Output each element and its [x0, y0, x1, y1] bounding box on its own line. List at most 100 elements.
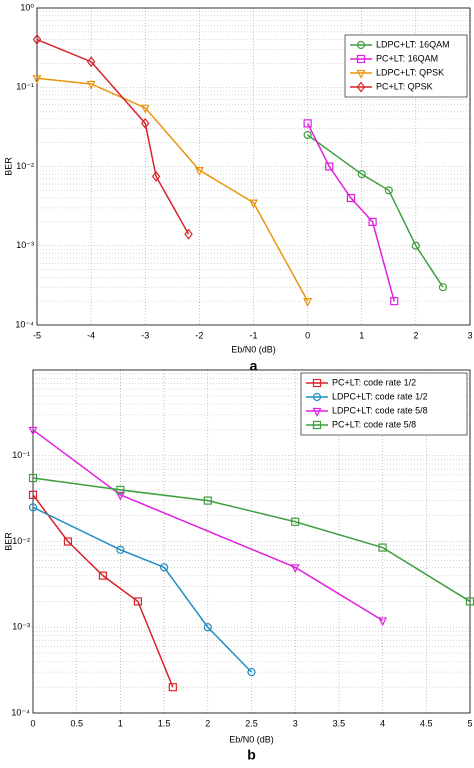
x-tick-label: 1.5 [158, 718, 171, 728]
marker [357, 170, 366, 179]
x-tick-label: -4 [87, 330, 95, 340]
marker [63, 537, 73, 546]
legend-label: LDPC+LT: 16QAM [376, 39, 450, 49]
legend-label: PC+LT: code rate 5/8 [332, 419, 416, 429]
x-tick-label: 0 [30, 718, 35, 728]
x-tick-label: 2 [413, 330, 418, 340]
marker [115, 491, 125, 501]
y-tick-label: 10⁻⁴ [11, 707, 30, 717]
marker [32, 34, 42, 46]
marker [140, 117, 150, 129]
marker [140, 104, 150, 114]
y-tick-label: 10⁻⁴ [15, 319, 34, 329]
y-tick-label: 10⁻² [12, 536, 30, 546]
y-tick-label: 10⁻³ [16, 240, 34, 250]
marker [356, 54, 366, 64]
marker [32, 75, 42, 85]
series-line [32, 506, 253, 673]
marker [28, 473, 38, 483]
series-line [307, 134, 444, 288]
marker [194, 167, 204, 176]
marker [247, 667, 256, 677]
marker [303, 130, 312, 140]
series-line [306, 123, 395, 302]
plot-frame [36, 7, 471, 326]
marker [411, 241, 420, 250]
marker [86, 56, 96, 68]
x-tick-label: 0.5 [70, 718, 83, 728]
marker [312, 407, 322, 417]
marker [312, 420, 322, 430]
marker [160, 563, 169, 572]
marker [312, 392, 322, 402]
marker [28, 503, 38, 512]
marker [28, 490, 38, 499]
marker [390, 297, 399, 306]
marker [116, 485, 125, 494]
x-tick-label: -2 [195, 330, 203, 340]
marker [151, 170, 161, 182]
marker [312, 378, 322, 388]
marker [290, 564, 300, 574]
series-line [36, 38, 190, 235]
y-axis-label: BER [3, 157, 13, 176]
marker [356, 81, 366, 93]
marker [384, 186, 393, 195]
x-tick-label: 4.5 [420, 718, 433, 728]
marker [168, 683, 177, 692]
marker [98, 571, 108, 580]
marker [438, 283, 448, 292]
marker [303, 298, 313, 307]
x-tick-label: 2 [205, 718, 210, 728]
caption: a [250, 358, 258, 374]
legend-label: PC+LT: QPSK [376, 81, 433, 91]
x-tick-label: -3 [141, 330, 149, 340]
marker [28, 426, 38, 436]
y-axis-label: BER [3, 532, 13, 551]
x-tick-label: 3 [467, 330, 472, 340]
legend-label: PC+LT: code rate 1/2 [332, 377, 416, 387]
x-tick-label: 5 [467, 718, 472, 728]
plot-frame [32, 369, 471, 714]
x-tick-label: -5 [33, 330, 41, 340]
caption: b [247, 747, 256, 763]
marker [291, 517, 300, 526]
legend-label: LDPC+LT: QPSK [376, 67, 444, 77]
marker [184, 228, 193, 240]
x-tick-label: 3 [293, 718, 298, 728]
marker [368, 217, 377, 226]
marker [86, 80, 96, 90]
series-line [32, 429, 383, 622]
legend-box [300, 372, 468, 436]
x-tick-label: 2.5 [245, 718, 258, 728]
x-tick-label: 0 [305, 330, 310, 340]
marker [133, 597, 142, 606]
x-axis-label: Eb/N0 (dB) [229, 734, 274, 744]
marker [356, 40, 366, 50]
series-line [32, 477, 471, 603]
y-tick-label: 10⁻¹ [12, 450, 30, 460]
y-tick-label: 10⁰ [20, 2, 34, 12]
x-tick-label: 3.5 [333, 718, 346, 728]
legend-label: LDPC+LT: code rate 1/2 [332, 391, 428, 401]
y-tick-label: 10⁻² [16, 161, 34, 171]
x-tick-label: 1 [359, 330, 364, 340]
series-line [36, 77, 309, 302]
marker [356, 69, 366, 79]
series-line [32, 494, 174, 688]
marker [249, 199, 258, 209]
marker [203, 496, 212, 505]
marker [203, 623, 212, 632]
y-tick-label: 10⁻¹ [16, 82, 34, 92]
legend-label: LDPC+LT: code rate 5/8 [332, 405, 428, 415]
marker [325, 162, 334, 171]
marker [378, 543, 387, 552]
y-tick-label: 10⁻³ [12, 622, 30, 632]
marker [346, 193, 356, 203]
marker [116, 545, 125, 554]
legend-label: PC+LT: 16QAM [376, 53, 438, 63]
marker [378, 617, 388, 627]
x-axis-label: Eb/N0 (dB) [231, 344, 276, 354]
x-tick-label: 4 [380, 718, 385, 728]
